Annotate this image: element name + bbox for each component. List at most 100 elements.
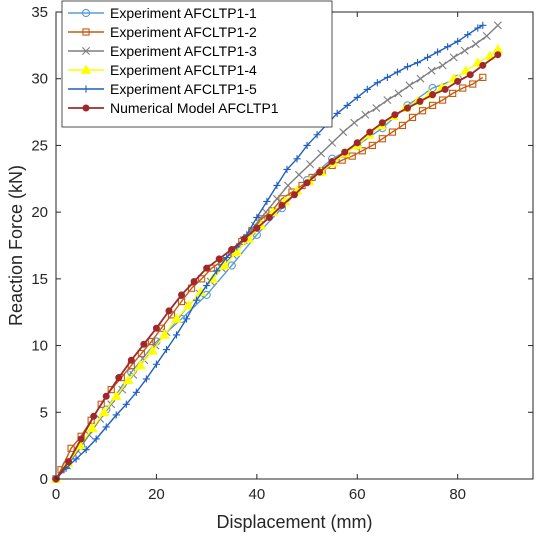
x-tick-label: 80 (449, 486, 466, 503)
data-point (479, 21, 487, 29)
data-point (183, 300, 194, 310)
data-point (240, 235, 248, 243)
data-point (413, 59, 422, 67)
data-point (265, 213, 273, 221)
data-point (328, 157, 336, 165)
y-tick-label: 10 (31, 338, 48, 355)
data-point (388, 128, 397, 136)
data-point (293, 155, 301, 163)
data-point (427, 66, 436, 75)
data-point (97, 400, 105, 408)
legend-label: Experiment AFCLTP1-1 (110, 5, 257, 21)
data-point (134, 360, 146, 370)
data-point (253, 224, 261, 232)
data-point (361, 110, 370, 119)
x-tick-label: 60 (349, 486, 366, 503)
data-point (438, 61, 447, 70)
data-point (474, 24, 482, 32)
data-point (313, 131, 321, 139)
data-point (90, 412, 98, 420)
series-6 (52, 51, 502, 483)
data-point (405, 81, 414, 90)
series-line (55, 76, 484, 480)
legend-label: Experiment AFCLTP1-3 (110, 43, 257, 59)
data-point (416, 97, 424, 105)
data-point (429, 91, 437, 99)
data-point (165, 307, 173, 315)
data-point (112, 411, 120, 419)
data-point (460, 46, 469, 55)
data-point (363, 85, 371, 93)
data-point (147, 345, 158, 355)
legend-label: Experiment AFCLTP1-5 (110, 81, 257, 97)
data-point (423, 53, 432, 61)
data-point (228, 246, 236, 254)
data-point (291, 191, 298, 199)
ticks-layer: 0 20 40 60 80 0 5 10 15 20 25 30 35 (31, 4, 533, 503)
data-point (132, 388, 140, 396)
series-line (55, 24, 484, 480)
data-point (295, 170, 304, 179)
data-point (306, 160, 315, 169)
data-point (198, 275, 206, 283)
data-point (441, 85, 449, 93)
data-point (393, 68, 402, 76)
data-point (428, 101, 437, 110)
data-point (353, 93, 361, 101)
data-point (493, 21, 502, 30)
legend-item: Experiment AFCLTP1-5 (68, 81, 257, 97)
data-point (459, 84, 467, 92)
data-point (333, 109, 341, 118)
data-point (177, 297, 186, 306)
legend-label: Experiment AFCLTP1-4 (110, 62, 257, 78)
legend-item: Experiment AFCLTP1-4 (68, 62, 257, 78)
y-tick-label: 0 (40, 471, 48, 488)
legend: Experiment AFCLTP1-1 Experiment AFCLTP1-2… (61, 0, 333, 128)
x-tick-label: 0 (52, 486, 60, 503)
data-point (469, 80, 477, 88)
data-point (122, 400, 130, 408)
legend-label: Experiment AFCLTP1-2 (110, 24, 257, 40)
data-point (227, 261, 236, 270)
data-point (172, 331, 181, 339)
data-point (107, 385, 115, 394)
data-point (102, 392, 110, 400)
data-point (439, 96, 447, 104)
data-point (464, 31, 472, 39)
data-point (152, 360, 161, 368)
data-point (102, 423, 110, 431)
legend-box (61, 0, 333, 128)
x-tick-label: 40 (248, 486, 265, 503)
data-point (213, 267, 221, 275)
data-point (471, 40, 480, 49)
data-point (273, 181, 281, 190)
data-point (316, 168, 324, 176)
data-point (454, 77, 462, 85)
data-point (418, 107, 427, 115)
legend-item: Experiment AFCLTP1-1 (68, 5, 257, 21)
y-axis-title: Reaction Force (kN) (6, 165, 26, 326)
data-point (494, 51, 502, 59)
data-point (178, 291, 186, 299)
data-point (383, 96, 392, 105)
data-point (358, 147, 366, 155)
data-point (350, 118, 359, 127)
data-point (366, 128, 374, 136)
data-point (353, 139, 361, 147)
data-point (110, 390, 122, 401)
data-point (92, 435, 100, 443)
series-5 (52, 21, 487, 483)
data-point (98, 406, 110, 417)
data-point (82, 446, 90, 454)
y-tick-label: 15 (31, 271, 48, 288)
legend-marker (82, 28, 90, 36)
data-point (115, 374, 123, 382)
data-point (394, 89, 403, 98)
data-point (368, 141, 376, 150)
legend-marker (82, 85, 90, 93)
legend-item: Experiment AFCLTP1-3 (68, 43, 257, 59)
legend-marker (81, 8, 91, 18)
data-point (127, 356, 135, 364)
data-point (303, 179, 311, 187)
